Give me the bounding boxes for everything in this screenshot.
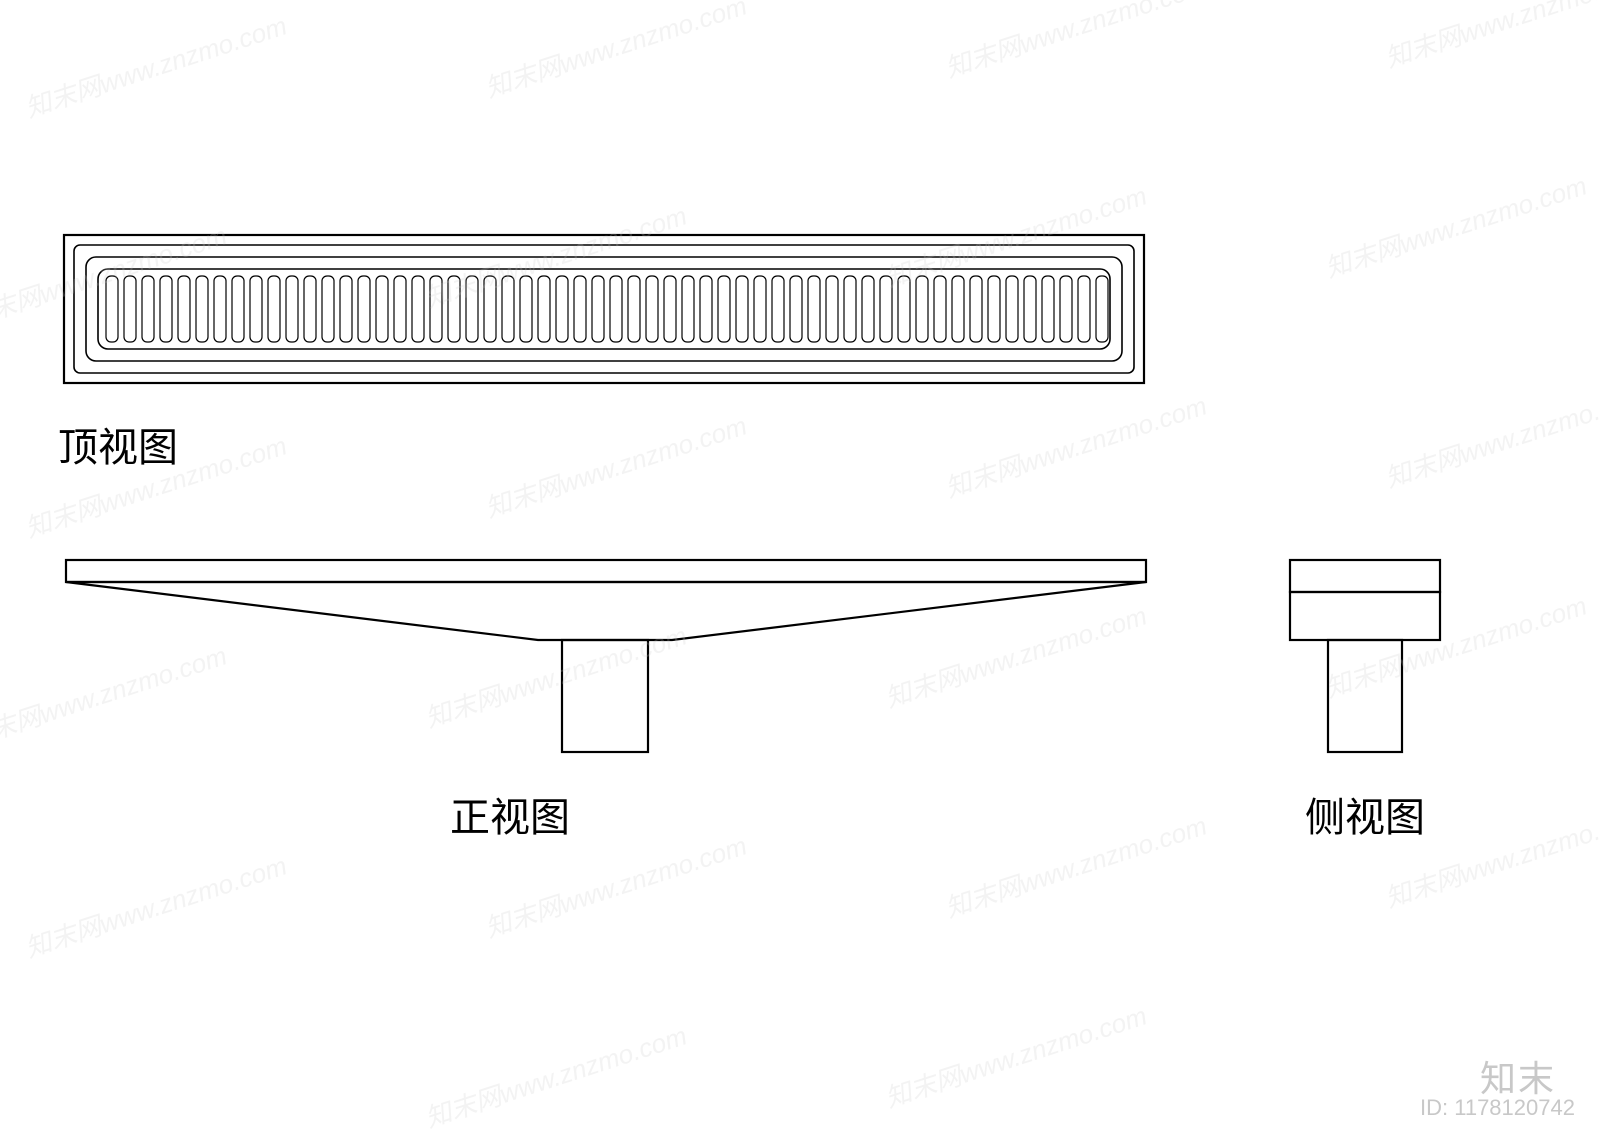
grate-slot (862, 276, 874, 342)
grate-slot (1078, 276, 1090, 342)
grate-slot (826, 276, 838, 342)
grate-slot (610, 276, 622, 342)
grate-slot (898, 276, 910, 342)
grate-slot (268, 276, 280, 342)
grate-slot (880, 276, 892, 342)
grate-slot (556, 276, 568, 342)
grate-slot (484, 276, 496, 342)
frontview-plate (66, 560, 1146, 582)
grate-slot (574, 276, 586, 342)
grate-slot (952, 276, 964, 342)
grate-slot (916, 276, 928, 342)
grate-slot (502, 276, 514, 342)
grate-slot (1060, 276, 1072, 342)
grate-slot (808, 276, 820, 342)
sideview-stem (1328, 640, 1402, 752)
grate-slot (106, 276, 118, 342)
grate-slot (592, 276, 604, 342)
label-top-view: 顶视图 (58, 415, 178, 473)
grate-slot (142, 276, 154, 342)
frontview-stem (562, 640, 648, 752)
footer-id: ID: 1178120742 (1420, 1095, 1575, 1121)
grate-slot (376, 276, 388, 342)
grate-slot (430, 276, 442, 342)
grate-slot (1042, 276, 1054, 342)
grate-slot (970, 276, 982, 342)
grate-slot (160, 276, 172, 342)
grate-slot (664, 276, 676, 342)
grate-slot (538, 276, 550, 342)
grate-slot (214, 276, 226, 342)
grate-slot (232, 276, 244, 342)
label-side-view: 侧视图 (1305, 785, 1425, 843)
label-front-view: 正视图 (450, 785, 570, 843)
grate-slot (304, 276, 316, 342)
grate-slot (358, 276, 370, 342)
grate-slot (736, 276, 748, 342)
grate-slot (178, 276, 190, 342)
grate-slot (700, 276, 712, 342)
grate-slot (790, 276, 802, 342)
grate-slot (286, 276, 298, 342)
grate-slot (1096, 276, 1108, 342)
sideview-cap (1290, 560, 1440, 592)
grate-slot (772, 276, 784, 342)
frontview-taper (66, 582, 1146, 640)
grate-slot (520, 276, 532, 342)
grate-slot (394, 276, 406, 342)
grate-slot (988, 276, 1000, 342)
grate-slot (340, 276, 352, 342)
grate-slot (646, 276, 658, 342)
grate-slot (412, 276, 424, 342)
grate-slot (466, 276, 478, 342)
grate-slot (754, 276, 766, 342)
grate-slot (250, 276, 262, 342)
grate-slot (718, 276, 730, 342)
grate-slot (934, 276, 946, 342)
grate-slot (124, 276, 136, 342)
grate-slot (322, 276, 334, 342)
grate-slot (682, 276, 694, 342)
grate-slot (628, 276, 640, 342)
grate-slot (1006, 276, 1018, 342)
sideview-body (1290, 592, 1440, 640)
grate-slot (844, 276, 856, 342)
grate-slot (1024, 276, 1036, 342)
grate-slot (196, 276, 208, 342)
grate-slot (448, 276, 460, 342)
